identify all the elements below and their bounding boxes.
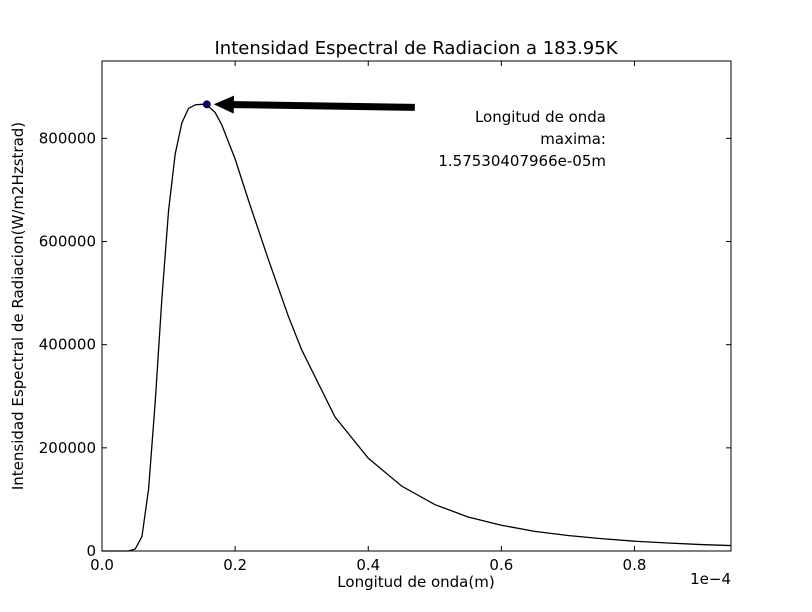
radiance-curve [102, 103, 732, 552]
x-tick-label: 0.4 [356, 556, 380, 574]
peak-point-marker [202, 100, 211, 109]
y-tick-label: 200000 [39, 439, 96, 457]
annotation-arrow [213, 95, 415, 114]
y-tick-label: 600000 [39, 233, 96, 251]
annotation-text-line: 1.57530407966e-05m [438, 152, 606, 170]
x-tick-label: 0.6 [489, 556, 513, 574]
annotation-text-line: maxima: [540, 130, 606, 148]
y-tick-label: 0 [86, 542, 96, 560]
x-tick-label: 0.8 [623, 556, 647, 574]
x-axis-label: Longitud de onda(m) [337, 573, 494, 591]
axes-frame [101, 60, 732, 552]
plot-area: Longitud de onda maxima: 1.57530407966e-05… [102, 95, 732, 552]
y-axis-label: Intensidad Espectral de Radiacion(W/m2Hz… [9, 122, 27, 490]
chart-title: Intensidad Espectral de Radiacion a 183.… [215, 38, 619, 59]
axes: 0.0 0.2 0.4 0.6 0.8 0 200000 400000 600000 800000 [39, 60, 732, 574]
x-tick-label: 0.0 [90, 556, 114, 574]
x-tick-label: 0.2 [223, 556, 247, 574]
annotation-text-line: Longitud de onda [475, 108, 606, 126]
y-tick-label: 800000 [39, 129, 96, 147]
y-tick-label: 400000 [39, 336, 96, 354]
x-axis-offset-label: 1e−4 [690, 570, 731, 588]
